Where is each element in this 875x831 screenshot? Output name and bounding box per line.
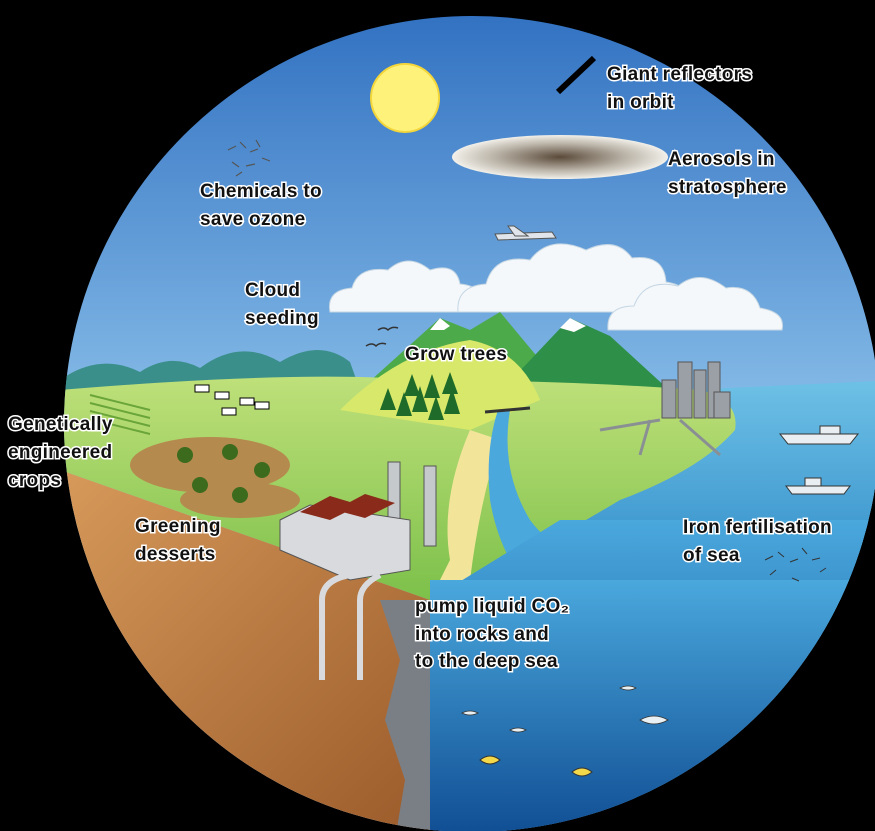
label: to the deep sea (415, 651, 558, 672)
label: Grow trees (405, 344, 507, 365)
cows-part (222, 408, 236, 415)
label: crops (8, 470, 61, 491)
label: Iron fertilisation (683, 517, 832, 538)
label: pump liquid CO₂ (415, 596, 569, 617)
city-part (678, 362, 692, 418)
ships-part (805, 478, 821, 486)
city-part (694, 370, 706, 418)
label: Greening (135, 516, 221, 537)
label: Chemicals to (200, 181, 322, 202)
page: Geoengineering {"labels": [ {"lines": ["… (0, 0, 875, 831)
deep-sea-front (430, 580, 875, 831)
factory-part (424, 466, 436, 546)
label: engineered (8, 442, 112, 463)
label: Aerosols in (668, 149, 775, 170)
ships-part (820, 426, 840, 434)
cows-part (215, 392, 229, 399)
small-fish-part (620, 686, 636, 690)
ships-part (780, 434, 858, 444)
label: Cloud (245, 280, 300, 301)
small-fish-part (510, 728, 526, 732)
cows-part (240, 398, 254, 405)
ships-part (786, 486, 850, 494)
illustration: Giant reflectors in orbit Aerosols in st… (0, 0, 875, 831)
page-body: Giant reflectors in orbit Aerosols in st… (0, 0, 875, 831)
aerosol-layer (452, 135, 668, 179)
label: Giant reflectors (607, 64, 752, 85)
shrubs-part (222, 444, 238, 460)
label: into rocks and (415, 624, 549, 645)
cows-part (255, 402, 269, 409)
label: of sea (683, 545, 740, 566)
label: Genetically (8, 414, 113, 435)
shrubs-part (177, 447, 193, 463)
label: desserts (135, 544, 216, 565)
small-fish-part (462, 711, 478, 715)
globe (0, 0, 875, 831)
shrubs-part (232, 487, 248, 503)
cows-part (195, 385, 209, 392)
city-part (714, 392, 730, 418)
label: stratosphere (668, 177, 787, 198)
shrubs-part (254, 462, 270, 478)
sun (371, 64, 439, 132)
city-part (662, 380, 676, 418)
shrubs-part (192, 477, 208, 493)
label: seeding (245, 308, 319, 329)
label: save ozone (200, 209, 305, 230)
label: in orbit (607, 92, 674, 113)
